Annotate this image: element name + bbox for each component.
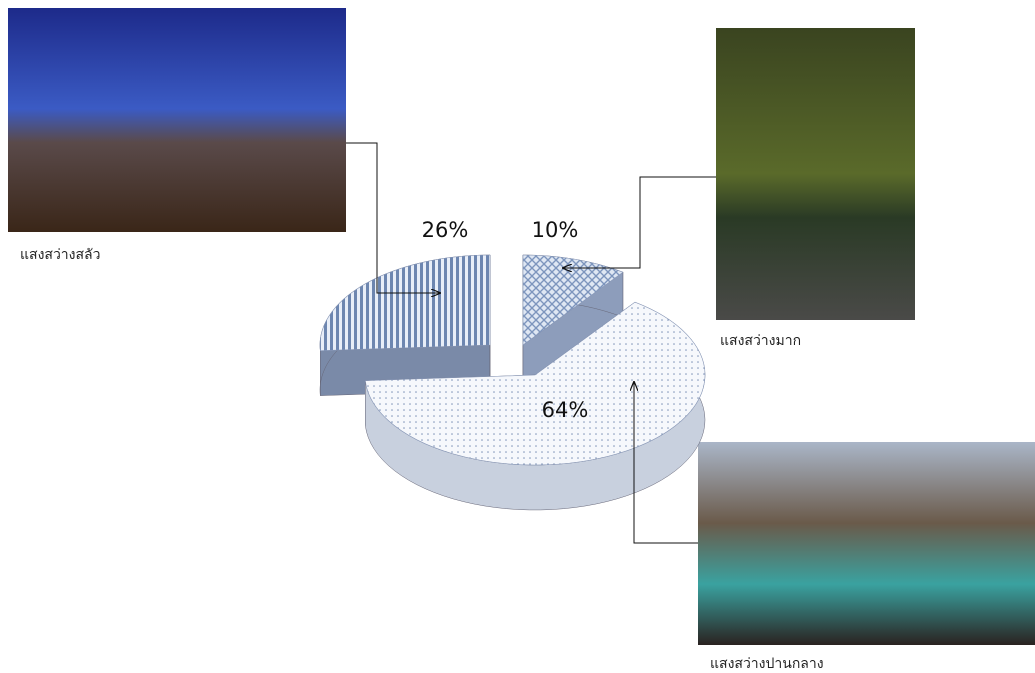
photo-caption: แสงสว่างปานกลาง — [710, 656, 824, 672]
value-label: 64% — [542, 398, 589, 422]
photo-dim — [8, 8, 346, 232]
value-label: 10% — [532, 218, 579, 242]
pie — [319, 254, 706, 511]
photo-medium — [698, 442, 1035, 645]
slice — [522, 254, 624, 346]
arrow — [563, 176, 716, 268]
arrows — [346, 142, 716, 544]
slice — [364, 301, 706, 466]
arrow — [634, 382, 698, 544]
photo-caption: แสงสว่างสลัว — [20, 247, 101, 263]
photo-bright — [716, 28, 915, 320]
arrow — [346, 142, 440, 293]
pie-tops — [319, 254, 706, 466]
photo-caption: แสงสว่างมาก — [720, 333, 801, 349]
value-label: 26% — [422, 218, 469, 242]
slice — [319, 254, 491, 351]
